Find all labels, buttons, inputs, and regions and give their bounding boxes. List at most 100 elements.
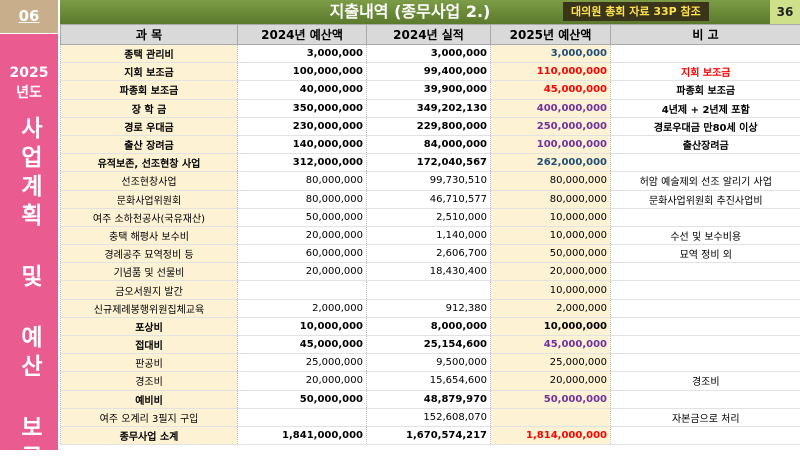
table-cell: 110,000,000 [491,63,611,81]
sidebar-year-suffix: 년도 [0,84,58,102]
table-cell: 20,000,000 [491,372,611,390]
table-cell: 10,000,000 [491,317,611,335]
table-cell [611,390,800,408]
table-cell: 18,430,400 [367,263,491,281]
table-cell [611,154,800,172]
section-number: 06 [0,0,58,33]
table-cell [611,317,800,335]
table-cell: 경로우대금 만80세 이상 [611,117,800,135]
table-cell: 파종회 보조금 [611,81,800,99]
table-cell [611,336,800,354]
table-cell: 20,000,000 [238,226,367,244]
table-cell: 99,730,510 [367,172,491,190]
table-cell: 400,000,000 [491,99,611,117]
table-cell: 경례공주 묘역정비 등 [61,245,238,263]
table-cell: 80,000,000 [491,190,611,208]
table-cell: 지회 보조금 [61,63,238,81]
table-cell: 2,000,000 [238,299,367,317]
table-cell [611,208,800,226]
table-cell [611,263,800,281]
table-cell: 48,879,970 [367,390,491,408]
table-cell: 25,000,000 [491,354,611,372]
sidebar-title: 사업계획 및 예산 보고 [15,116,43,473]
table-cell [611,281,800,299]
table-cell [611,299,800,317]
table-cell: 80,000,000 [491,172,611,190]
table-cell: 80,000,000 [238,172,367,190]
table-cell: 45,000,000 [491,81,611,99]
table-cell: 140,000,000 [238,135,367,153]
table-cell: 출산장려금 [611,135,800,153]
table-cell: 50,000,000 [491,245,611,263]
table-cell: 15,654,600 [367,372,491,390]
header-bar: 지출내역 (종무사업 2.) 대의원 총회 자료 33P 참조 36 [60,0,800,24]
table-cell [491,408,611,426]
column-header: 비 고 [611,25,800,45]
table-cell: 25,000,000 [238,354,367,372]
table-cell [611,426,800,444]
table-cell: 파종회 보조금 [61,81,238,99]
table-cell: 경로 우대금 [61,117,238,135]
table-cell: 판공비 [61,354,238,372]
table-cell: 기념품 및 선물비 [61,263,238,281]
table-cell: 25,154,600 [367,336,491,354]
sidebar-year: 2025 [0,64,58,82]
table-cell: 152,608,070 [367,408,491,426]
table-cell: 262,000,000 [491,154,611,172]
table-cell: 9,500,000 [367,354,491,372]
table-cell: 230,000,000 [238,117,367,135]
table-cell: 1,814,000,000 [491,426,611,444]
page-title: 지출내역 (종무사업 2.) [260,0,560,24]
table-cell [238,281,367,299]
table-cell: 1,140,000 [367,226,491,244]
reference-badge: 대의원 총회 자료 33P 참조 [563,2,709,21]
column-header: 2025년 예산액 [491,25,611,45]
table-cell: 8,000,000 [367,317,491,335]
table-cell: 229,800,000 [367,117,491,135]
table-cell: 20,000,000 [238,263,367,281]
table-cell: 충택 해평사 보수비 [61,226,238,244]
table-cell: 2,606,700 [367,245,491,263]
table-cell: 종택 관리비 [61,45,238,63]
table-cell: 10,000,000 [491,208,611,226]
table-cell: 99,400,000 [367,63,491,81]
column-header: 2024년 실적 [367,25,491,45]
table-cell: 39,900,000 [367,81,491,99]
table-cell: 유적보존, 선조현창 사업 [61,154,238,172]
page: 06 2025 년도 사업계획 및 예산 보고 지출내역 (종무사업 2.) 대… [0,0,800,450]
table-cell: 2,000,000 [491,299,611,317]
table-cell: 10,000,000 [491,226,611,244]
table-cell [611,354,800,372]
table-cell: 46,710,577 [367,190,491,208]
table-cell: 50,000,000 [238,208,367,226]
table-cell: 금오서원지 발간 [61,281,238,299]
table-cell: 50,000,000 [491,390,611,408]
table-cell: 20,000,000 [238,372,367,390]
table-cell [611,45,800,63]
table-cell: 문화사업위원회 추진사업비 [611,190,800,208]
table-cell: 허암 예술제외 선조 알리기 사업 [611,172,800,190]
table-cell: 40,000,000 [238,81,367,99]
table-cell: 100,000,000 [238,63,367,81]
table-cell: 출산 장려금 [61,135,238,153]
table-cell: 장 학 금 [61,99,238,117]
table-cell [367,281,491,299]
table-cell: 경조비 [611,372,800,390]
table-cell: 접대비 [61,336,238,354]
table-cell: 묘역 정비 외 [611,245,800,263]
